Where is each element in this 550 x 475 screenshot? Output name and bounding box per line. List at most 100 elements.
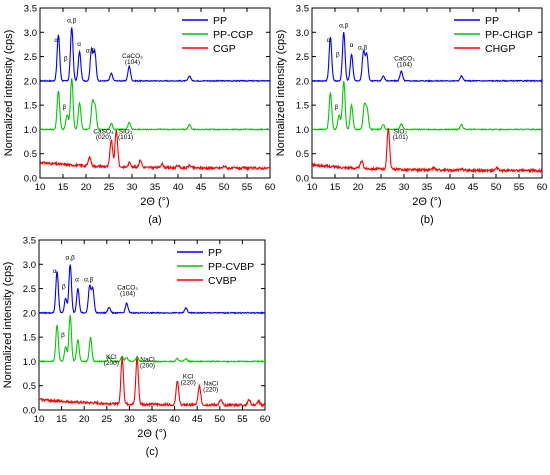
peak-annotation: β	[62, 284, 66, 291]
legend-entry: PP	[485, 15, 499, 27]
peak-annotation: α	[54, 37, 58, 44]
y-tick-label: 2.5	[23, 284, 36, 295]
legend-entry: PP-CHGP	[485, 29, 533, 41]
peak-annotation: α,β	[358, 44, 368, 51]
y-tick-label: 2.0	[296, 76, 309, 87]
y-axis-label: Normalized intensity (cps)	[2, 262, 14, 389]
y-tick-label: 1.5	[23, 333, 36, 344]
series-line-pp-cgp	[39, 78, 271, 132]
y-tick-label: 3.5	[24, 4, 37, 15]
y-tick-label: 1.0	[296, 125, 309, 136]
x-tick-label: 50	[215, 414, 226, 425]
peak-annotation: (104)	[125, 59, 140, 66]
x-tick-label: 55	[237, 414, 248, 425]
peak-annotation: β	[335, 104, 339, 111]
x-tick-label: 45	[192, 414, 203, 425]
legend-entry: PP	[213, 15, 227, 27]
peak-annotation: (220)	[203, 387, 218, 394]
legend-entry: PP-CVBP	[208, 261, 254, 273]
peak-annotation: (101)	[393, 134, 408, 141]
series-line-pp	[311, 32, 543, 83]
x-tick-label: 50	[219, 182, 230, 193]
x-tick-label: 60	[537, 182, 548, 193]
peak-annotation: KCl	[106, 354, 117, 361]
peak-annotation: α,β	[86, 48, 96, 55]
x-tick-label: 45	[196, 182, 207, 193]
x-tick-label: 10	[34, 414, 45, 425]
series-line-chgp	[311, 128, 543, 174]
legend-entry: PP	[208, 247, 222, 259]
peak-annotation: α	[350, 42, 354, 49]
y-tick-label: 0.0	[23, 406, 36, 417]
peak-annotation: (220)	[181, 379, 196, 386]
x-axis-label: 2Θ (°)	[140, 196, 169, 208]
panel-caption: (c)	[146, 446, 159, 458]
chart-panel-c: 10 15 20 25 30 35 40 45 50 55 60 0.0 0.5 1.0 1.5 2.0 2.5…	[2, 236, 270, 459]
peak-annotation: SiO₂	[394, 128, 408, 135]
x-tick-label: 20	[353, 182, 364, 193]
legend-entry: PP-CGP	[213, 29, 253, 41]
peak-annotation: α	[77, 41, 81, 48]
y-axis-label: Normalized intensity (cps)	[3, 30, 15, 157]
x-tick-label: 20	[79, 414, 90, 425]
peak-annotation: (020)	[96, 134, 111, 141]
y-tick-label: 1.0	[24, 125, 37, 136]
y-tick-label: 3.5	[296, 4, 309, 15]
x-tick-label: 40	[169, 414, 180, 425]
legend-entry: CGP	[213, 43, 236, 55]
panel-caption: (a)	[148, 214, 161, 226]
peak-annotation: β	[63, 104, 67, 111]
x-tick-label: 20	[81, 182, 92, 193]
peak-annotation: β	[64, 55, 68, 62]
series-line-pp	[39, 27, 270, 83]
series-line-cgp	[39, 129, 271, 172]
y-tick-label: 1.0	[23, 357, 36, 368]
y-tick-label: 3.0	[296, 28, 309, 39]
peak-annotation: (104)	[397, 61, 412, 68]
x-tick-label: 25	[376, 182, 387, 193]
x-tick-label: 35	[150, 182, 161, 193]
legend-entry: CVBP	[208, 275, 237, 287]
x-tick-label: 55	[242, 182, 253, 193]
peak-annotation: α,β	[66, 254, 76, 261]
x-tick-label: 15	[58, 182, 69, 193]
chart-panel-a: 10 15 20 25 30 35 40 45 50 55 60 0.0 0.5 1.0 1.5 2.0 2.5…	[3, 4, 275, 227]
x-tick-label: 10	[307, 182, 318, 193]
legend-entry: CHGP	[485, 43, 515, 55]
peak-annotation: α	[53, 268, 57, 275]
x-tick-label: 30	[124, 414, 135, 425]
peak-annotation: α	[327, 37, 331, 44]
x-tick-label: 15	[56, 414, 67, 425]
peak-annotation: NaCl	[204, 381, 219, 388]
series-line-cvbp	[38, 356, 266, 408]
x-tick-label: 50	[491, 182, 502, 193]
peak-annotation: α	[75, 276, 79, 283]
peak-annotation: CaCO₃	[122, 53, 143, 60]
x-tick-label: 25	[104, 182, 115, 193]
peak-annotation: (200)	[104, 360, 119, 367]
x-axis-label: 2Θ (°)	[412, 196, 441, 208]
y-tick-label: 0.5	[23, 381, 36, 392]
x-tick-label: 25	[102, 414, 113, 425]
x-tick-label: 45	[468, 182, 479, 193]
peak-annotation: (101)	[118, 134, 133, 141]
chart-panel-b: 10 15 20 25 30 35 40 45 50 55 60 0.0 0.5 1.0 1.5 2.0 2.5…	[275, 4, 547, 227]
y-tick-label: 3.5	[23, 236, 36, 247]
y-tick-label: 3.0	[24, 28, 37, 39]
series-line-pp-cvbp	[39, 315, 266, 364]
peak-annotation: CaSO₄	[93, 128, 114, 135]
x-tick-label: 15	[330, 182, 341, 193]
peak-annotation: α,β	[67, 18, 77, 25]
x-tick-label: 30	[127, 182, 138, 193]
y-tick-label: 3.0	[23, 260, 36, 271]
y-tick-label: 0.5	[24, 149, 37, 160]
series-line-pp	[38, 264, 266, 315]
peak-annotation: CaCO₃	[394, 55, 415, 62]
y-tick-label: 1.5	[296, 101, 309, 112]
x-tick-label: 40	[445, 182, 456, 193]
x-tick-label: 35	[422, 182, 433, 193]
y-tick-label: 0.0	[24, 174, 37, 185]
panel-caption: (b)	[420, 214, 433, 226]
peak-annotation: (200)	[140, 362, 155, 369]
